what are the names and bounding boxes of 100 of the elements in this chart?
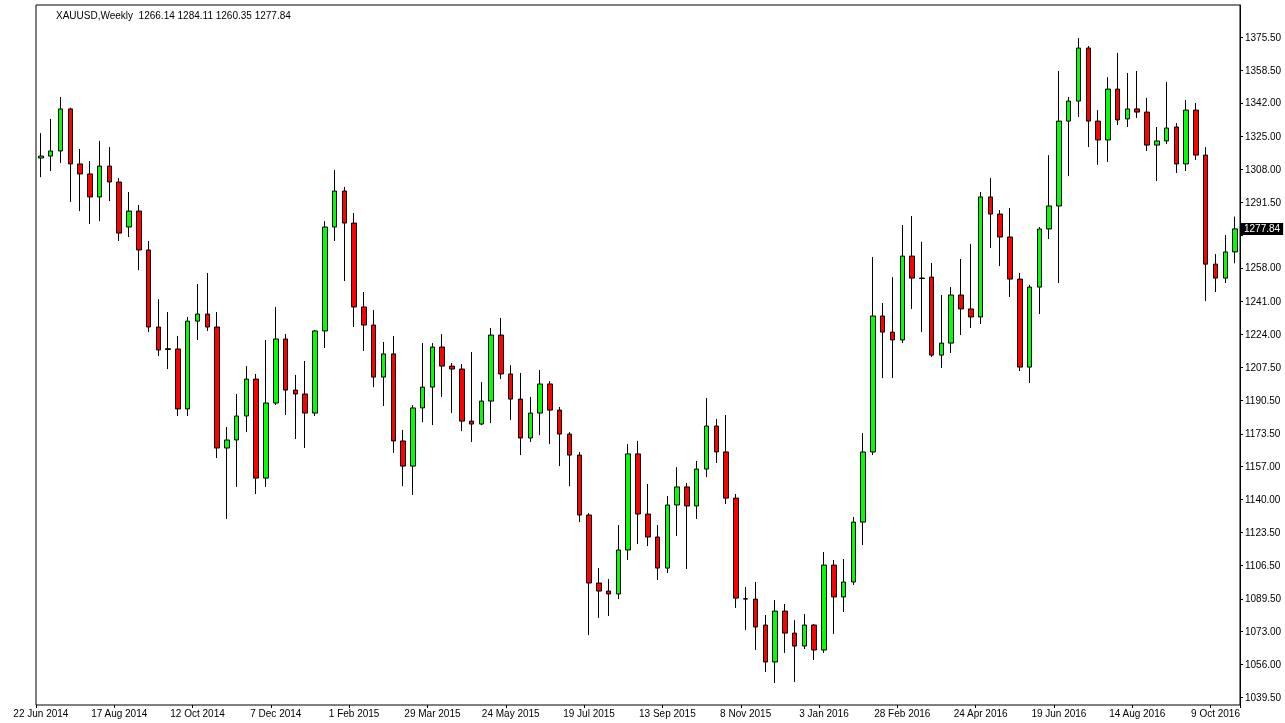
candlestick [665,495,670,574]
x-tick-label: 22 Jun 2014 [13,707,69,719]
candlestick [802,613,807,650]
candlestick [146,240,151,333]
candlestick [342,186,347,282]
candlestick [97,140,102,222]
candlestick [136,204,142,271]
candlestick [978,191,983,325]
candlestick [1183,99,1189,172]
y-tick-label: 1173.50 [1245,428,1281,440]
x-tick-label: 7 Dec 2014 [250,707,302,719]
candlestick [498,317,504,380]
candlestick [704,397,709,478]
candlestick [557,406,562,467]
candlestick [655,524,660,581]
candlestick [175,335,181,417]
x-tick-label: 1 Feb 2015 [328,707,380,719]
candlestick [948,286,954,354]
y-tick-label: 1375.50 [1245,31,1282,43]
candlestick [253,373,259,495]
y-tick-label: 1106.50 [1245,560,1281,572]
y-tick-label: 1140.00 [1245,494,1281,506]
candlestick [1086,45,1091,148]
candlestick [1223,234,1228,284]
candlestick [528,396,533,443]
candlestick [1007,207,1013,298]
x-tick-label: 8 Nov 2015 [720,707,772,719]
candlestick [1046,154,1052,240]
candlestick [831,559,837,635]
candlestick [635,440,641,545]
candlestick [870,256,876,456]
y-tick-label: 1157.00 [1245,460,1281,472]
candlestick [1134,70,1140,119]
y-tick-label: 1258.00 [1245,262,1282,274]
candlestick [351,212,357,328]
candlestick [371,309,376,388]
candlestick [723,414,729,505]
candlestick [1037,226,1042,315]
candlestick [214,311,220,459]
candlestick [1115,52,1120,126]
candlestick [381,341,386,407]
x-tick-label: 24 Apr 2016 [953,707,1009,719]
candlestick [616,524,621,600]
candlestick [753,581,758,651]
candlestick [1174,122,1179,174]
candlestick [782,603,788,654]
candlestick [77,148,83,212]
candlestick [312,329,318,417]
candlestick [1066,96,1071,177]
candlestick [909,215,915,310]
y-tick-label: 1325.00 [1245,130,1282,142]
candlestick [224,426,230,520]
candlestick [518,372,523,456]
candlestick [165,311,171,370]
y-tick-label: 1207.50 [1245,361,1282,373]
y-tick-label: 1039.50 [1245,691,1282,703]
candlestick [302,360,308,449]
y-tick-label: 1073.00 [1245,625,1282,637]
candlestick [743,586,748,631]
candlestick [929,262,934,358]
candlestick [195,283,200,341]
x-tick-label: 29 Mar 2015 [404,707,461,719]
candlestick [156,298,161,357]
candlestick [694,460,699,520]
y-tick-label: 1056.00 [1245,659,1282,671]
candlestick [596,567,602,619]
chart-title: XAUUSD,Weekly 1266.14 1284.11 1260.35 1277.84 [56,9,292,21]
candlestick [1144,97,1150,152]
candlestick [919,241,925,333]
candlestick [625,443,631,561]
candlestick [821,551,827,654]
candlestick [107,146,112,202]
candlestick [645,483,651,547]
candlestick [567,431,572,487]
candlestick [459,363,465,432]
candlestick [684,482,690,570]
candlestick [48,118,53,172]
x-tick-label: 14 Aug 2016 [1109,707,1166,719]
candlestick [293,374,298,440]
y-tick-label: 1291.50 [1245,196,1282,208]
candlestick [322,220,328,349]
y-tick-label: 1308.00 [1245,164,1282,176]
candlestick [1213,253,1218,293]
candlestick [939,294,944,369]
x-tick-label: 13 Sep 2015 [639,707,697,719]
candlestick [880,302,885,379]
y-tick-label: 1358.50 [1245,64,1282,76]
candlestick [811,623,817,661]
candlestick [1056,70,1062,284]
candlestick [1027,284,1032,384]
candlestick [185,316,190,417]
candlestick [1193,102,1199,161]
candlestick [116,177,122,242]
candlestick [586,512,592,636]
candlestick [547,380,553,445]
candlestick [1203,146,1208,302]
candlestick [1164,81,1169,145]
candlestick [714,418,719,464]
candlestick [488,327,494,424]
candlestick [449,362,455,414]
